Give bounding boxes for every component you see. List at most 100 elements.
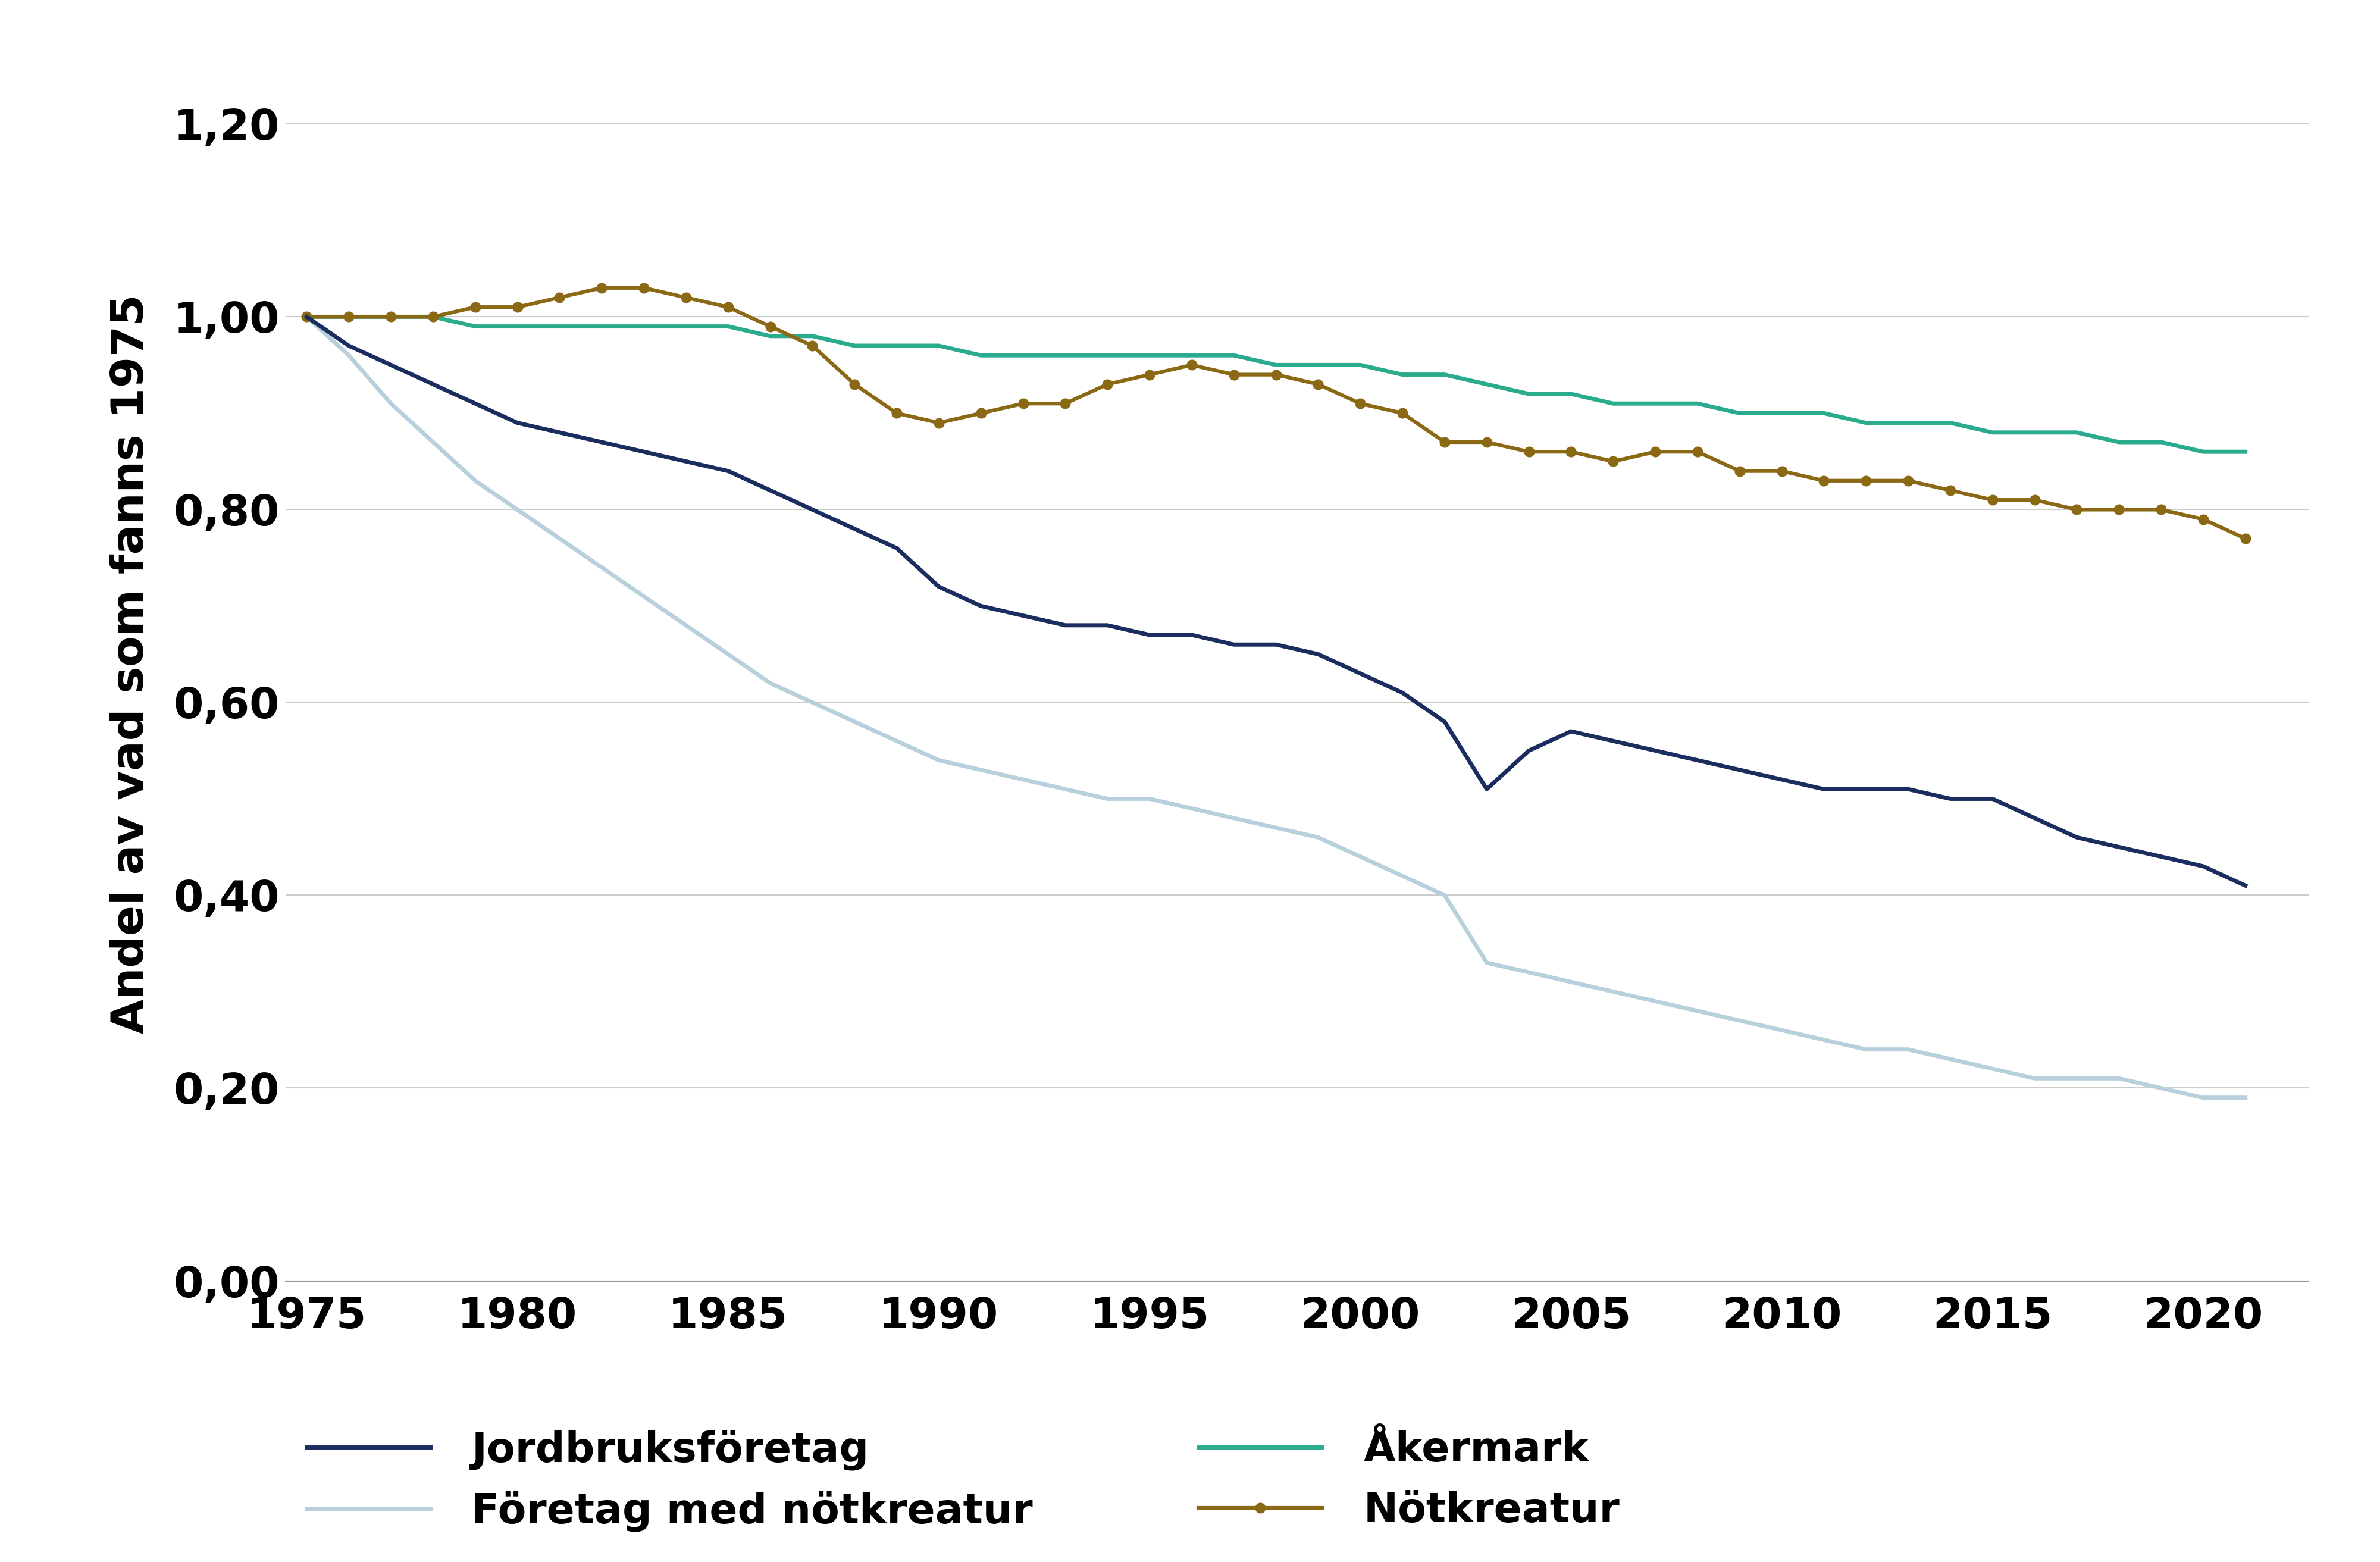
Åkermark xyxy=(376,308,405,326)
Jordbruksföretag xyxy=(1642,742,1671,761)
Nötkreatur xyxy=(1261,366,1290,384)
Line: Företag med nötkreatur: Företag med nötkreatur xyxy=(307,317,2244,1098)
Jordbruksföretag xyxy=(293,308,321,326)
Jordbruksföretag xyxy=(1514,742,1542,761)
Nötkreatur xyxy=(1219,366,1247,384)
Åkermark xyxy=(2147,433,2175,451)
Nötkreatur xyxy=(2063,500,2092,519)
Jordbruksföretag xyxy=(376,356,405,375)
Nötkreatur xyxy=(1009,394,1038,412)
Jordbruksföretag xyxy=(1219,636,1247,654)
Jordbruksföretag xyxy=(923,578,952,597)
Jordbruksföretag xyxy=(1261,636,1290,654)
Åkermark xyxy=(1978,423,2006,442)
Företag med nötkreatur xyxy=(1852,1040,1880,1059)
Företag med nötkreatur xyxy=(1219,809,1247,828)
Företag med nötkreatur xyxy=(1178,800,1207,818)
Jordbruksföretag xyxy=(462,394,490,412)
Nötkreatur xyxy=(293,308,321,326)
Åkermark xyxy=(419,308,447,326)
Företag med nötkreatur xyxy=(1768,1022,1797,1040)
Jordbruksföretag xyxy=(1768,770,1797,789)
Åkermark xyxy=(1304,356,1333,375)
Jordbruksföretag xyxy=(336,336,364,355)
Jordbruksföretag xyxy=(1809,779,1837,798)
Nötkreatur xyxy=(1473,433,1502,451)
Åkermark xyxy=(714,317,743,336)
Nötkreatur xyxy=(2190,509,2218,528)
Företag med nötkreatur xyxy=(462,472,490,490)
Åkermark xyxy=(1683,394,1711,412)
Nötkreatur xyxy=(840,375,869,394)
Åkermark xyxy=(1052,347,1081,366)
Nötkreatur xyxy=(1052,394,1081,412)
Företag med nötkreatur xyxy=(545,530,574,548)
Åkermark xyxy=(1935,414,1964,433)
Jordbruksföretag xyxy=(1978,789,2006,808)
Jordbruksföretag xyxy=(1009,606,1038,625)
Jordbruksföretag xyxy=(1726,761,1754,779)
Nötkreatur xyxy=(797,336,826,355)
Nötkreatur xyxy=(671,287,700,306)
Jordbruksföretag xyxy=(1178,625,1207,644)
Åkermark xyxy=(462,317,490,336)
Företag med nötkreatur xyxy=(2021,1068,2049,1087)
Nötkreatur xyxy=(631,278,659,297)
Åkermark xyxy=(588,317,616,336)
Företag med nötkreatur xyxy=(2063,1068,2092,1087)
Jordbruksföretag xyxy=(966,597,995,615)
Nötkreatur xyxy=(1430,433,1459,451)
Företag med nötkreatur xyxy=(1135,789,1164,808)
Åkermark xyxy=(2021,423,2049,442)
Företag med nötkreatur xyxy=(840,712,869,731)
Line: Jordbruksföretag: Jordbruksföretag xyxy=(307,317,2244,886)
Nötkreatur xyxy=(462,298,490,317)
Företag med nötkreatur xyxy=(1347,847,1376,865)
Nötkreatur xyxy=(419,308,447,326)
Jordbruksföretag xyxy=(419,375,447,394)
Företag med nötkreatur xyxy=(1935,1050,1964,1068)
Nötkreatur xyxy=(2104,500,2132,519)
Jordbruksföretag xyxy=(1092,615,1121,634)
Jordbruksföretag xyxy=(1683,751,1711,770)
Åkermark xyxy=(1009,347,1038,366)
Företag med nötkreatur xyxy=(1894,1040,1923,1059)
Jordbruksföretag xyxy=(883,539,912,558)
Nötkreatur xyxy=(2021,490,2049,509)
Åkermark xyxy=(502,317,531,336)
Jordbruksföretag xyxy=(1473,779,1502,798)
Åkermark xyxy=(2063,423,2092,442)
Jordbruksföretag xyxy=(2147,847,2175,865)
Åkermark xyxy=(1726,405,1754,423)
Nötkreatur xyxy=(1726,462,1754,481)
Jordbruksföretag xyxy=(2063,828,2092,847)
Åkermark xyxy=(631,317,659,336)
Line: Åkermark: Åkermark xyxy=(307,317,2244,451)
Åkermark xyxy=(2190,442,2218,461)
Företag med nötkreatur xyxy=(2190,1089,2218,1107)
Nötkreatur xyxy=(502,298,531,317)
Nötkreatur xyxy=(1809,472,1837,490)
Nötkreatur xyxy=(1347,394,1376,412)
Jordbruksföretag xyxy=(588,433,616,451)
Jordbruksföretag xyxy=(1304,645,1333,664)
Jordbruksföretag xyxy=(2104,837,2132,856)
Jordbruksföretag xyxy=(1852,779,1880,798)
Åkermark xyxy=(1473,375,1502,394)
Nötkreatur xyxy=(336,308,364,326)
Företag med nötkreatur xyxy=(419,433,447,451)
Företag med nötkreatur xyxy=(293,308,321,326)
Åkermark xyxy=(883,336,912,355)
Nötkreatur xyxy=(883,405,912,423)
Jordbruksföretag xyxy=(797,500,826,519)
Åkermark xyxy=(1261,356,1290,375)
Åkermark xyxy=(293,308,321,326)
Jordbruksföretag xyxy=(1894,779,1923,798)
Legend: Jordbruksföretag, Företag med nötkreatur, Åkermark, Nötkreatur: Jordbruksföretag, Företag med nötkreatur… xyxy=(307,1429,1621,1532)
Y-axis label: Andel av vad som fanns 1975: Andel av vad som fanns 1975 xyxy=(109,294,152,1034)
Nötkreatur xyxy=(1642,442,1671,461)
Nötkreatur xyxy=(1852,472,1880,490)
Företag med nötkreatur xyxy=(1978,1059,2006,1078)
Åkermark xyxy=(923,336,952,355)
Åkermark xyxy=(966,347,995,366)
